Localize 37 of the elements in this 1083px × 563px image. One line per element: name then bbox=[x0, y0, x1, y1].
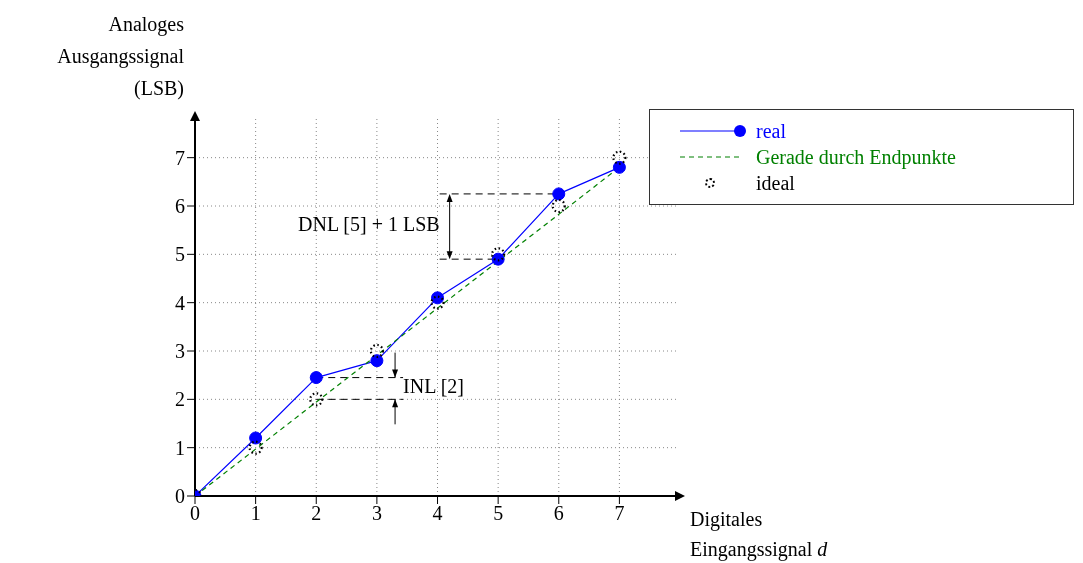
y-tick-label: 4 bbox=[175, 291, 185, 314]
x-tick-label: 1 bbox=[250, 502, 261, 525]
legend-label: Gerade durch Endpunkte bbox=[756, 145, 956, 170]
annotation: DNL [5] + 1 LSB bbox=[298, 213, 440, 236]
point bbox=[552, 187, 566, 201]
legend-label: real bbox=[756, 119, 786, 144]
point bbox=[491, 252, 505, 266]
point bbox=[309, 392, 324, 407]
y-tick-label: 5 bbox=[175, 243, 185, 266]
point bbox=[612, 150, 627, 165]
point bbox=[248, 440, 263, 455]
x-tick-label: 7 bbox=[614, 502, 625, 525]
y-tick-label: 6 bbox=[175, 195, 185, 218]
x-tick-label: 3 bbox=[371, 502, 382, 525]
y-tick-label: 1 bbox=[175, 436, 185, 459]
point bbox=[309, 371, 323, 385]
x-tick-label: 2 bbox=[311, 502, 322, 525]
x-tick-label: 4 bbox=[432, 502, 443, 525]
annotation: INL [2] bbox=[403, 375, 464, 398]
x-tick-label: 0 bbox=[190, 502, 200, 525]
point bbox=[491, 247, 506, 262]
y-tick-label: 0 bbox=[175, 485, 185, 508]
x-tick-label: 5 bbox=[493, 502, 504, 525]
y-tick-label: 2 bbox=[175, 388, 185, 411]
x-tick-label: 6 bbox=[553, 502, 564, 525]
point bbox=[551, 198, 566, 214]
y-tick-label: 3 bbox=[175, 340, 185, 363]
point bbox=[369, 343, 384, 359]
y-axis-title: Analoges Ausgangssignal (LSB) bbox=[57, 12, 184, 102]
point bbox=[431, 291, 445, 305]
point bbox=[249, 431, 263, 445]
point bbox=[612, 160, 626, 174]
point bbox=[430, 295, 445, 310]
x-axis-title: Digitales Eingangssignal d bbox=[690, 507, 828, 563]
legend-label: ideal bbox=[756, 171, 795, 196]
point bbox=[370, 354, 384, 368]
y-tick-label: 7 bbox=[175, 146, 185, 169]
